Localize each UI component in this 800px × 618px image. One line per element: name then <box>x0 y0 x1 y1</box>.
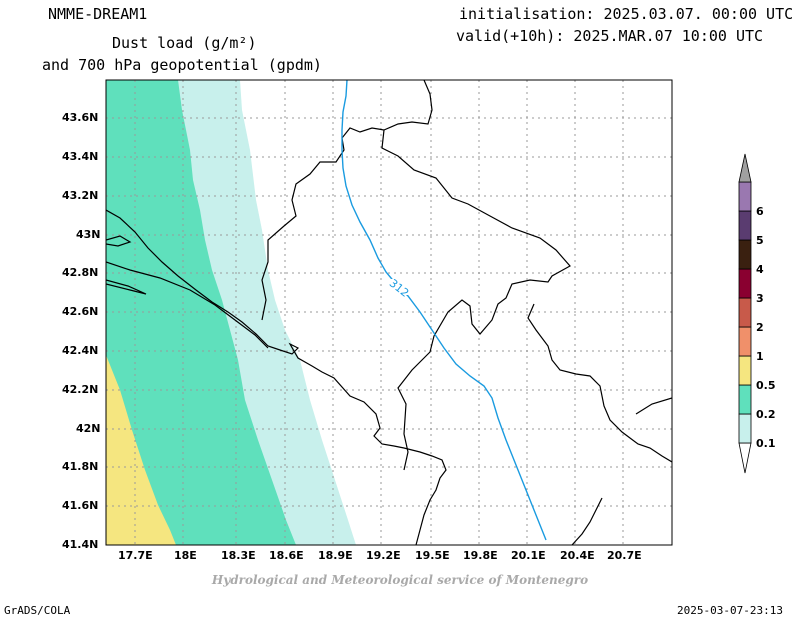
valid-time: valid(+10h): 2025.MAR.07 10:00 UTC <box>456 27 764 45</box>
colorbar-swatch <box>738 384 752 415</box>
colorbar-label: 2 <box>756 321 764 334</box>
border-line <box>527 303 672 463</box>
lon-tick: 17.7E <box>118 549 153 562</box>
lat-tick: 42N <box>76 422 101 435</box>
border-line <box>571 497 603 545</box>
credit-line: Hydrological and Meteorological service … <box>211 573 589 587</box>
lat-tick: 43.2N <box>62 189 99 202</box>
border-line <box>383 80 433 131</box>
border-line <box>635 397 672 415</box>
lat-lon-grid <box>106 80 672 545</box>
lat-tick: 42.4N <box>62 344 99 357</box>
dust-band-0-2 <box>106 80 296 545</box>
lon-tick: 20.4E <box>560 549 595 562</box>
lon-tick: 20.7E <box>607 549 642 562</box>
lon-tick: 19.5E <box>415 549 450 562</box>
lat-tick: 41.4N <box>62 538 99 551</box>
lon-tick: 18.6E <box>269 549 304 562</box>
lon-tick: 18.3E <box>221 549 256 562</box>
lat-tick: 42.8N <box>62 266 99 279</box>
software-label: GrADS/COLA <box>4 604 71 617</box>
colorbar-swatch <box>738 181 752 212</box>
island-outline <box>106 261 269 349</box>
initialisation-time: initialisation: 2025.03.07. 00:00 UTC <box>459 5 794 23</box>
colorbar-swatch <box>738 210 752 241</box>
lat-tick: 43N <box>76 228 101 241</box>
map-frame <box>105 79 673 546</box>
colorbar-under-triangle <box>738 442 752 474</box>
model-name: NMME-DREAM1 <box>48 5 148 23</box>
product-title-line2: and 700 hPa geopotential (gpdm) <box>42 56 322 74</box>
geopotential-contour-312 <box>341 80 547 541</box>
lat-tick: 42.2N <box>62 383 99 396</box>
island-outline <box>106 235 132 247</box>
dust-band-0-5 <box>106 355 176 545</box>
colorbar-label: 3 <box>756 292 764 305</box>
lat-tick: 43.4N <box>62 150 99 163</box>
lon-tick: 18E <box>174 549 197 562</box>
colorbar-label: 4 <box>756 263 764 276</box>
colorbar <box>738 153 752 474</box>
colorbar-swatch <box>738 268 752 299</box>
lon-tick: 20.1E <box>511 549 546 562</box>
lat-tick: 41.8N <box>62 460 99 473</box>
lon-tick: 19.2E <box>366 549 401 562</box>
border-line <box>261 127 571 471</box>
lon-tick: 18.9E <box>318 549 353 562</box>
lat-tick: 41.6N <box>62 499 99 512</box>
colorbar-swatch <box>738 413 752 444</box>
colorbar-over-triangle <box>738 153 752 183</box>
lon-tick: 19.8E <box>463 549 498 562</box>
colorbar-label: 0.1 <box>756 437 776 450</box>
lat-tick: 43.6N <box>62 111 99 124</box>
colorbar-label: 6 <box>756 205 764 218</box>
colorbar-label: 0.2 <box>756 408 776 421</box>
colorbar-swatch <box>738 355 752 386</box>
product-title-line1: Dust load (g/m²) <box>112 34 257 52</box>
colorbar-swatch <box>738 326 752 357</box>
timestamp-label: 2025-03-07-23:13 <box>677 604 783 617</box>
colorbar-label: 0.5 <box>756 379 776 392</box>
lat-tick: 42.6N <box>62 305 99 318</box>
colorbar-swatch <box>738 297 752 328</box>
colorbar-label: 1 <box>756 350 764 363</box>
colorbar-swatch <box>738 239 752 270</box>
coastline <box>106 209 447 545</box>
peninsula-outline <box>106 279 147 295</box>
colorbar-label: 5 <box>756 234 764 247</box>
